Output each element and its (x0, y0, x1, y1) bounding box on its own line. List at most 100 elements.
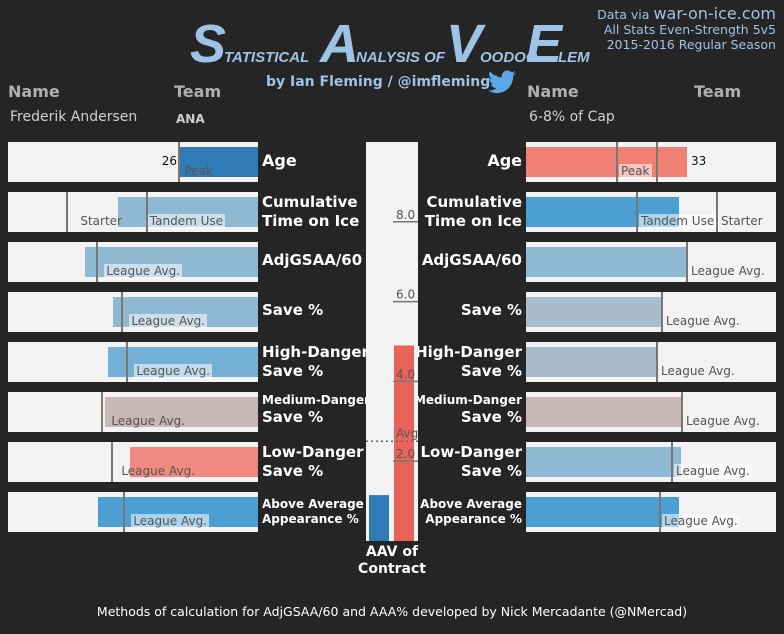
data-source: Data via war-on-ice.com All Stats Even-S… (597, 6, 776, 53)
title-initial-1: S (190, 14, 226, 68)
left-panel-hdsv: League Avg. (8, 342, 258, 382)
left-bar-mdsv (105, 397, 258, 427)
metric-label-left-aaa-line-1: Appearance % (262, 512, 359, 526)
right-marker-toi-0 (636, 192, 638, 232)
metric-label-right-aaa-line-0: Above Average (420, 497, 522, 511)
aav-tick-label-3: 8.0 (396, 208, 415, 222)
right-bar-mdsv (526, 397, 681, 427)
aav-chart: 2.0 4.0 6.0 8.0 Avg (366, 142, 418, 541)
data-source-prefix: Data via (597, 7, 650, 22)
metric-label-left-sv-line-0: Save % (262, 301, 324, 319)
left-marker-gsaa-0 (96, 242, 98, 282)
right-team-header: Team (694, 82, 742, 101)
metric-label-right-mdsv-line-0: Medium-Danger (413, 393, 522, 407)
left-panel-ldsv: League Avg. (8, 442, 258, 482)
right-marker-mdsv-0 (681, 392, 683, 432)
data-source-season: 2015-2016 Regular Season (606, 37, 776, 52)
right-bar-aaa (526, 497, 679, 527)
metric-label-right-toi-line-0: Cumulative (426, 193, 522, 211)
right-marker-ldsv-0 (671, 442, 673, 482)
right-marker-age-0 (616, 142, 618, 182)
left-marker-label-aaa-0: League Avg. (131, 514, 209, 529)
metric-label-left-mdsv: Medium-Danger Save % (262, 393, 370, 427)
metric-label-left-gsaa-line-0: AdjGSAA/60 (262, 251, 363, 269)
twitter-bird-icon (488, 70, 516, 94)
metric-label-left-ldsv-line-1: Save % (262, 462, 324, 480)
left-marker-label-ldsv-0: League Avg. (121, 464, 195, 478)
right-bar-hdsv (526, 347, 656, 377)
title-initial-4: E (526, 14, 564, 68)
aav-tick-label-2: 6.0 (396, 288, 415, 302)
left-panel-age: 26 Peak (8, 142, 258, 182)
metric-label-right-hdsv: High-Danger Save % (415, 343, 522, 381)
right-panel-aaa: League Avg. (526, 492, 776, 532)
metric-label-right-age-line-0: Age (487, 151, 522, 170)
left-marker-label-toi-0: Starter (80, 214, 122, 228)
metric-label-right-gsaa: AdjGSAA/60 (422, 251, 522, 270)
right-panel-age: 33 Peak (526, 142, 776, 182)
metric-label-left-toi-line-0: Cumulative (262, 193, 358, 211)
title-rest-2: NALYSIS OF (356, 49, 446, 66)
left-marker-label-gsaa-0: League Avg. (104, 264, 182, 279)
right-marker-label-toi-1: Starter (721, 214, 763, 228)
right-marker-label-age-0: Peak (619, 164, 652, 179)
player-name: Frederik Andersen (10, 109, 138, 125)
left-marker-toi-0 (66, 192, 68, 232)
aav-tick-label-1: 4.0 (396, 367, 415, 381)
footer-credit: Methods of calculation for AdjGSAA/60 an… (96, 604, 688, 619)
right-marker-label-toi-0: Tandem Use (639, 214, 717, 229)
left-panel-sv: League Avg. (8, 292, 258, 332)
left-value-age: 26 (161, 154, 177, 168)
metric-label-right-sv-line-0: Save % (460, 301, 522, 319)
metric-label-right-hdsv-line-0: High-Danger (415, 343, 522, 361)
right-marker-label-mdsv-0: League Avg. (686, 414, 760, 428)
title-wordmark: S TATISTICAL A NALYSIS OF V OODOO E LEME… (190, 14, 590, 68)
left-marker-ldsv-0 (111, 442, 113, 482)
metric-label-left-hdsv-line-0: High-Danger (262, 343, 369, 361)
metric-label-left-aaa: Above Average Appearance % (262, 497, 364, 527)
right-panel-sv: League Avg. (526, 292, 776, 332)
aav-chart-svg: 2.0 4.0 6.0 8.0 Avg (366, 208, 418, 541)
title-rest-1: TATISTICAL (224, 49, 309, 66)
metric-label-left-toi: Cumulative Time on Ice (262, 193, 359, 231)
metric-label-right-aaa: Above Average Appearance % (420, 497, 522, 527)
right-panel-mdsv: League Avg. (526, 392, 776, 432)
left-marker-sv-0 (121, 292, 123, 332)
right-bar-age (526, 147, 687, 177)
aav-tick-label-0: 2.0 (396, 447, 415, 461)
metric-label-right-aaa-line-1: Appearance % (425, 512, 522, 526)
metric-label-left-mdsv-line-0: Medium-Danger (262, 393, 371, 407)
left-bar-ldsv (130, 447, 258, 477)
right-name-header: Name (527, 82, 579, 101)
metric-label-left-hdsv-line-1: Save % (262, 362, 324, 380)
comparison-group: 6-8% of Cap (529, 109, 615, 125)
aav-title-line-2: Contract (358, 561, 426, 577)
right-panel-gsaa: League Avg. (526, 242, 776, 282)
left-marker-mdsv-0 (101, 392, 103, 432)
aav-avg-label: Avg (396, 426, 418, 440)
title-initial-3: V (446, 14, 486, 68)
metric-label-right-age: Age (487, 151, 522, 170)
left-marker-label-age-0: Peak (184, 164, 214, 178)
metric-label-right-mdsv-line-1: Save % (460, 408, 522, 426)
byline: by Ian Fleming / @imfleming16 (266, 74, 510, 90)
data-source-strength: All Stats Even-Strength 5v5 (603, 22, 776, 37)
aav-title: AAV of Contract (352, 544, 432, 578)
metric-label-left-aaa-line-0: Above Average (262, 497, 364, 511)
metric-label-right-sv: Save % (461, 301, 522, 320)
right-marker-label-ldsv-0: League Avg. (674, 464, 752, 479)
aav-title-line-1: AAV of (365, 544, 419, 560)
aav-bar-comparison (394, 345, 414, 541)
metric-label-right-ldsv: Low-Danger Save % (420, 443, 522, 481)
left-marker-label-mdsv-0: League Avg. (111, 414, 185, 428)
right-marker-label-hdsv-0: League Avg. (661, 364, 735, 378)
metric-label-left-ldsv-line-0: Low-Danger (262, 443, 364, 461)
left-panel-aaa: League Avg. (8, 492, 258, 532)
right-marker-label-sv-0: League Avg. (666, 314, 740, 328)
metric-label-left-sv: Save % (262, 301, 323, 320)
metric-label-left-ldsv: Low-Danger Save % (262, 443, 364, 481)
metric-label-left-age: Age (262, 151, 297, 170)
metric-label-right-hdsv-line-1: Save % (460, 362, 522, 380)
left-panel-mdsv: League Avg. (8, 392, 258, 432)
right-marker-sv-0 (661, 292, 663, 332)
